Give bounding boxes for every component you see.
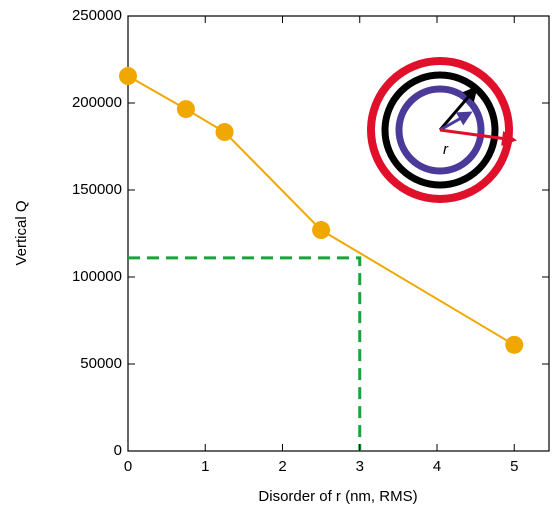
x-tick-label: 2 — [278, 458, 286, 475]
reference-line — [128, 256, 362, 451]
x-tick-label: 3 — [356, 458, 364, 475]
plot-frame — [127, 15, 550, 452]
arrow — [439, 128, 517, 146]
x-tick-label: 1 — [201, 458, 209, 475]
middle-ring — [381, 71, 499, 189]
y-tick-label: 150000 — [72, 181, 122, 198]
x-tick-label: 4 — [433, 458, 441, 475]
y-tick-label: 0 — [114, 442, 122, 459]
y-tick-label: 50000 — [80, 355, 122, 372]
y-tick-label: 100000 — [72, 268, 122, 285]
inset-label: r — [443, 141, 449, 158]
y-tick-label: 250000 — [72, 7, 122, 24]
y-tick-label: 200000 — [72, 94, 122, 111]
x-axis-label: Disorder of r (nm, RMS) — [258, 488, 417, 505]
inset-diagram: r — [367, 57, 517, 203]
y-axis-label: Vertical Q — [13, 200, 30, 265]
arrow — [439, 111, 473, 132]
arrow — [438, 85, 478, 131]
data-point — [119, 67, 137, 86]
outer-ring — [367, 57, 513, 203]
inner-ring — [395, 85, 485, 175]
data-point — [176, 100, 195, 119]
data-point — [215, 123, 234, 142]
x-tick-label: 0 — [124, 458, 132, 475]
x-tick-label: 5 — [510, 458, 518, 475]
data-point — [312, 221, 331, 240]
data-point — [505, 335, 524, 354]
